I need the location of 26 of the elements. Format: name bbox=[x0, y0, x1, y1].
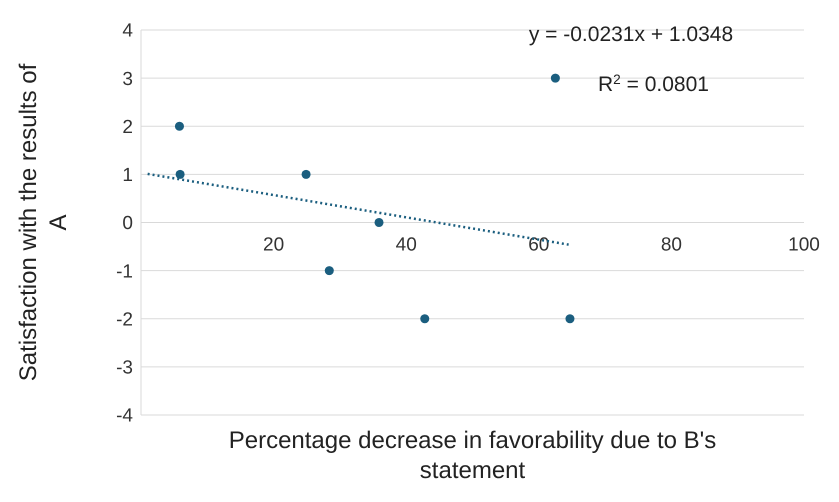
point bbox=[174, 122, 184, 131]
point bbox=[302, 170, 311, 179]
point bbox=[420, 314, 430, 324]
y-tick-label: 3 bbox=[122, 68, 133, 90]
y-tick-label: -4 bbox=[116, 406, 134, 427]
y-tick-label: -3 bbox=[116, 358, 133, 379]
x-tick-label: 80 bbox=[660, 234, 682, 256]
x-tick-label: 60 bbox=[528, 234, 550, 256]
x-tick-label: 100 bbox=[788, 234, 820, 256]
y-tick-label: -1 bbox=[116, 261, 133, 282]
point bbox=[324, 266, 334, 276]
point bbox=[176, 170, 185, 179]
point bbox=[565, 314, 574, 324]
point bbox=[550, 74, 560, 83]
y-tick-label: 2 bbox=[122, 116, 133, 138]
annotation: R$^{2}$ = 0.0801 bbox=[598, 72, 709, 96]
point bbox=[374, 218, 384, 228]
y-tick-label: 4 bbox=[122, 20, 134, 42]
y-axis-title: Satisfaction with the results of A bbox=[15, 63, 72, 382]
y-tick-label: 1 bbox=[122, 165, 133, 186]
x-axis-title: Percentage decrease in favorability due to B's statement bbox=[228, 427, 716, 484]
y-tick-label: 0 bbox=[122, 213, 133, 234]
x-tick-label: 20 bbox=[263, 234, 284, 256]
y-tick-label: -2 bbox=[116, 309, 133, 330]
annotation: y = -0.0231x + 1.0348 bbox=[528, 23, 734, 46]
x-tick-label: 40 bbox=[396, 234, 417, 256]
